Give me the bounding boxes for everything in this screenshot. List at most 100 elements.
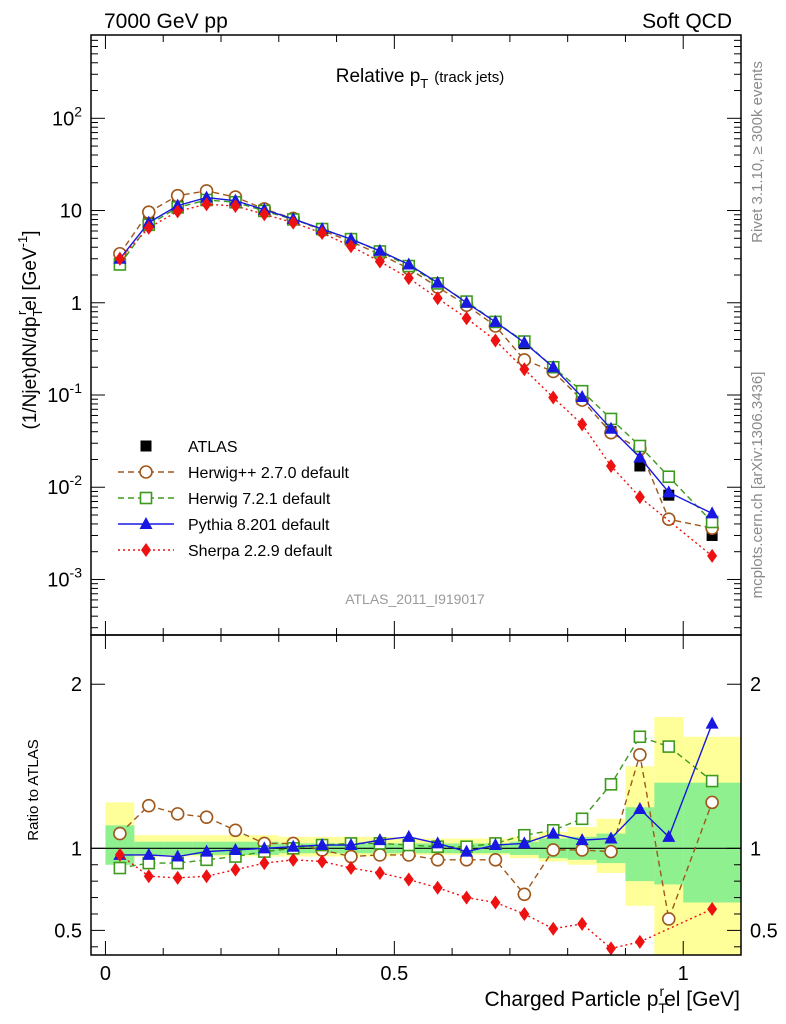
ratio-point-pythia-8-201-default: [517, 836, 531, 849]
legend-marker-atlas: [140, 440, 152, 452]
data-point-pythia-8-201-default: [604, 421, 618, 434]
ratio-point-sherpa-2-2-9-default: [230, 862, 241, 877]
ratio-point-pythia-8-201-default: [488, 838, 502, 851]
ratio-y-tick-label-right: 1: [750, 838, 761, 860]
ratio-point-pythia-8-201-default: [431, 836, 445, 849]
data-point-sherpa-2-2-9-default: [490, 333, 501, 348]
ratio-point-sherpa-2-2-9-default: [114, 847, 125, 862]
mcplots-label: mcplots.cern.ch [arXiv:1306.3436]: [749, 372, 766, 599]
main-panel: 10-3 10-2 10-1 1 10 102 Relative pT (track jet…: [14, 34, 742, 636]
data-point-atlas: [634, 460, 646, 472]
legend-label-atlas: ATLAS: [188, 439, 238, 456]
data-point-sherpa-2-2-9-default: [634, 490, 645, 505]
ratio-point-herwig-7-2-1-default: [113, 861, 127, 875]
data-point-sherpa-2-2-9-default: [548, 390, 559, 405]
ratio-point-pythia-8-201-default: [633, 801, 647, 814]
data-point-pythia-8-201-default: [200, 190, 214, 203]
legend-label-pythia-8-201-default: Pythia 8.201 default: [188, 517, 330, 534]
ratio-point-herwig-7-2-1-default: [662, 740, 676, 753]
data-point-sherpa-2-2-9-default: [346, 239, 356, 254]
main-y-tick-label: 102: [52, 103, 82, 130]
ratio-point-herwig-2-7-0-default: [170, 807, 185, 821]
data-point-sherpa-2-2-9-default: [172, 204, 183, 219]
ratio-point-herwig-7-2-1-default: [575, 812, 589, 826]
ratio-point-herwig-2-7-0-default: [517, 887, 532, 902]
data-point-pythia-8-201-default: [344, 232, 358, 245]
analysis-id-label: ATLAS_2011_I919017: [345, 591, 485, 607]
ratio-panel: 0.5 0.5 1 1 2 2 0 0.5 1 Ratio to ATLAS Charged P…: [25, 634, 778, 1016]
data-point-pythia-8-201-default: [402, 257, 416, 270]
ratio-point-sherpa-2-2-9-default: [432, 880, 443, 895]
ratio-point-sherpa-2-2-9-default: [606, 941, 616, 956]
ratio-point-sherpa-2-2-9-default: [317, 854, 328, 869]
legend-marker-pythia-8-201-default: [139, 517, 153, 529]
x-tick-label: 0.5: [380, 963, 408, 985]
ratio-point-herwig-2-7-0-default: [113, 826, 127, 841]
main-y-tick-label: 10: [60, 201, 82, 223]
data-point-sherpa-2-2-9-default: [577, 417, 588, 432]
data-point-herwig-7-2-1-default: [662, 470, 676, 484]
ratio-point-herwig-2-7-0-default: [633, 747, 647, 762]
data-point-sherpa-2-2-9-default: [230, 198, 241, 213]
data-point-sherpa-2-2-9-default: [707, 548, 718, 563]
ratio-point-sherpa-2-2-9-default: [374, 865, 385, 880]
legend: ATLAS Herwig++ 2.7.0 default Herwig 7.2.1 …: [118, 439, 350, 560]
ratio-point-sherpa-2-2-9-default: [707, 902, 718, 917]
series-line-herwig-7-2-1-default: [119, 199, 713, 523]
ratio-point-herwig-2-7-0-default: [705, 795, 719, 810]
ratio-point-sherpa-2-2-9-default: [548, 921, 559, 936]
main-y-tick-label: 10-3: [47, 564, 82, 591]
ratio-point-herwig-2-7-0-default: [488, 853, 503, 867]
rivet-version-label: Rivet 3.1.10, ≥ 300k events: [749, 61, 766, 243]
ratio-point-sherpa-2-2-9-default: [288, 852, 299, 867]
data-point-herwig-7-2-1-default: [633, 439, 647, 453]
legend-marker-herwig-7-2-1-default: [139, 491, 153, 505]
data-point-pythia-8-201-default: [546, 360, 560, 373]
ratio-point-sherpa-2-2-9-default: [634, 934, 645, 949]
data-point-pythia-8-201-default: [431, 275, 445, 288]
ratio-point-pythia-8-201-default: [604, 831, 618, 844]
x-tick-label: 1: [678, 963, 689, 985]
legend-label-herwig-7-2-1-default: Herwig 7.2.1 default: [188, 491, 331, 508]
main-y-axis: 10-3 10-2 10-1 1 10 102: [47, 34, 742, 635]
ratio-point-sherpa-2-2-9-default: [143, 869, 154, 884]
ratio-series-layer: [113, 716, 719, 956]
ratio-point-pythia-8-201-default: [662, 829, 676, 842]
main-y-tick-label: 10-2: [47, 472, 82, 499]
ratio-point-sherpa-2-2-9-default: [201, 869, 212, 884]
legend-label-herwig-2-7-0-default: Herwig++ 2.7.0 default: [188, 465, 350, 482]
ratio-point-herwig-7-2-1-default: [633, 730, 647, 744]
header-right: Soft QCD: [642, 10, 732, 33]
ratio-point-pythia-8-201-default: [575, 833, 589, 846]
data-point-sherpa-2-2-9-default: [432, 291, 443, 306]
ratio-y-tick-label: 0.5: [54, 920, 82, 942]
data-point-sherpa-2-2-9-default: [519, 362, 530, 377]
ratio-point-herwig-2-7-0-default: [661, 912, 676, 926]
legend-marker-sherpa-2-2-9-default: [141, 543, 151, 557]
data-point-pythia-8-201-default: [373, 243, 387, 256]
ratio-point-sherpa-2-2-9-default: [172, 870, 183, 885]
ratio-point-herwig-2-7-0-default: [344, 849, 358, 864]
ratio-point-herwig-2-7-0-default: [546, 843, 561, 857]
main-title: Relative pT (track jets): [336, 66, 504, 91]
series-sherpa-2-2-9-default: [114, 197, 718, 563]
ratio-point-pythia-8-201-default: [286, 839, 300, 852]
ratio-point-sherpa-2-2-9-default: [461, 890, 472, 905]
ratio-point-herwig-7-2-1-default: [705, 774, 719, 788]
data-point-sherpa-2-2-9-default: [259, 207, 270, 222]
ratio-point-herwig-2-7-0-default: [430, 853, 445, 867]
data-point-pythia-8-201-default: [662, 485, 676, 498]
data-point-sherpa-2-2-9-default: [606, 458, 616, 473]
data-point-sherpa-2-2-9-default: [288, 215, 299, 230]
ratio-axes: 0.5 0.5 1 1 2 2 0 0.5 1: [54, 635, 778, 985]
ratio-y-tick-label: 2: [71, 674, 82, 696]
ratio-point-herwig-2-7-0-default: [575, 843, 589, 857]
ratio-point-pythia-8-201-default: [373, 833, 387, 846]
data-point-sherpa-2-2-9-default: [317, 226, 328, 241]
data-point-sherpa-2-2-9-default: [114, 251, 125, 266]
main-y-tick-label: 10-1: [47, 380, 82, 407]
ratio-point-sherpa-2-2-9-default: [403, 872, 414, 887]
header-left: 7000 GeV pp: [104, 10, 228, 33]
ratio-point-pythia-8-201-default: [315, 838, 329, 851]
